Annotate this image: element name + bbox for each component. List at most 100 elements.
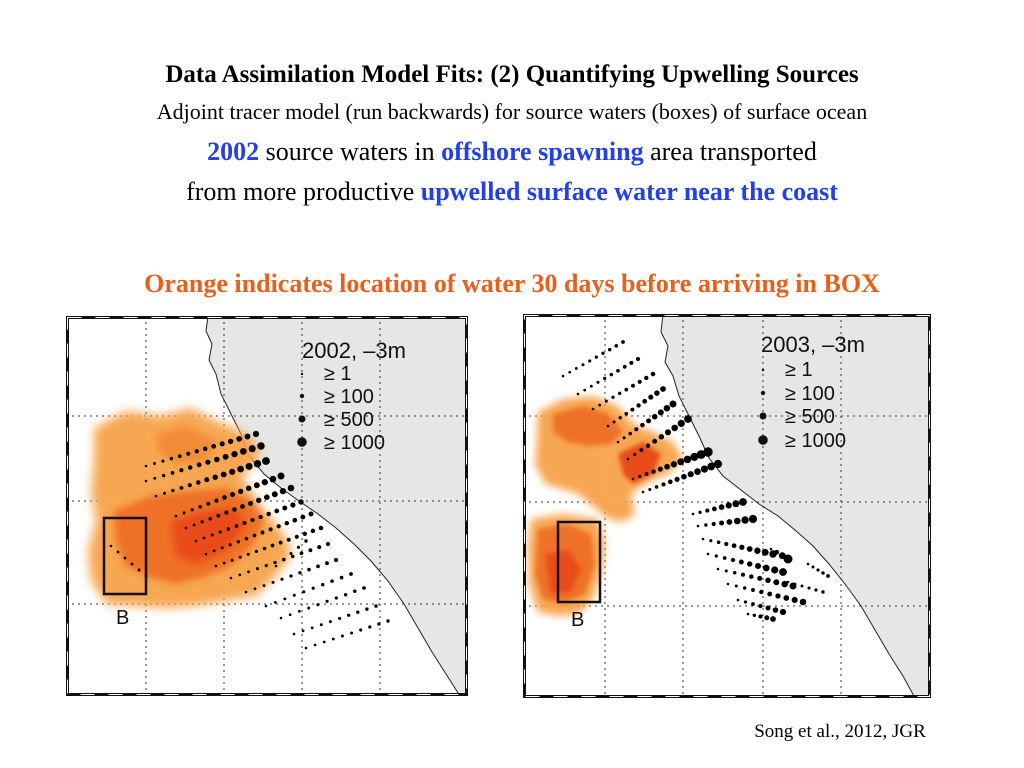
track-dot <box>349 572 353 576</box>
track-dot <box>282 505 288 511</box>
track-dot <box>765 577 771 584</box>
track-dot <box>202 536 206 540</box>
track-dot <box>304 539 308 543</box>
box-label-b: B <box>116 607 129 629</box>
track-dot <box>294 534 299 539</box>
track-dot <box>239 448 247 455</box>
legend-item: ≥ 1000 <box>324 432 385 454</box>
track-dot <box>770 616 776 622</box>
track-dot <box>624 411 629 416</box>
map-2003: B 2003, –3m ≥ 1 ≥ 100 ≥ 500 ≥ 1000 <box>523 314 931 698</box>
track-dot <box>154 494 158 498</box>
track-dot <box>603 376 607 381</box>
track-dot <box>292 632 296 636</box>
track-dot <box>742 586 747 590</box>
track-dot <box>628 431 632 436</box>
track-dot <box>612 420 616 424</box>
track-dot <box>289 574 293 578</box>
track-dot <box>284 520 290 526</box>
track-dot <box>691 512 695 516</box>
track-dot <box>631 477 635 481</box>
track-dot <box>222 561 226 565</box>
track-dot <box>229 468 236 475</box>
track-dot <box>374 604 378 608</box>
legend-2003: 2003, –3m ≥ 1 ≥ 100 ≥ 500 ≥ 1000 <box>758 332 865 452</box>
track-dot <box>310 528 316 534</box>
track-dot <box>212 549 216 553</box>
track-dot <box>617 391 622 396</box>
track-dot <box>356 610 360 614</box>
track-dot <box>640 422 645 428</box>
track-dot <box>642 398 648 404</box>
track-dot <box>238 573 242 577</box>
track-dot <box>386 619 390 623</box>
track-dot <box>644 472 649 477</box>
track-dot <box>759 589 764 595</box>
track-dot <box>222 495 227 500</box>
legend-title: 2003, –3m <box>761 332 865 357</box>
track-dot <box>683 455 692 464</box>
track-dot <box>616 368 620 373</box>
summary-line-2: from more productive upwelled surface wa… <box>0 176 1024 208</box>
track-dot <box>739 544 745 550</box>
track-dot <box>716 540 721 545</box>
slide-title: Data Assimilation Model Fits: (2) Quanti… <box>165 61 859 88</box>
track-dot <box>292 517 298 523</box>
track-dot <box>343 593 348 597</box>
legend-item: ≥ 1 <box>785 359 813 381</box>
track-dot <box>709 539 713 543</box>
track-dot <box>169 456 174 461</box>
track-dot <box>273 560 277 565</box>
track-dot <box>252 533 257 538</box>
track-dot <box>253 482 260 489</box>
track-dot <box>660 386 666 392</box>
track-dot <box>196 480 201 485</box>
summary-line-1: 2002 source waters in offshore spawning … <box>0 136 1024 168</box>
track-dot <box>263 494 270 501</box>
track-dot <box>244 590 248 594</box>
track-dot <box>187 465 193 470</box>
track-dot <box>262 546 267 551</box>
source-box-b <box>102 516 148 596</box>
track-dot <box>749 574 754 579</box>
track-dot <box>254 549 259 554</box>
track-dot <box>288 613 292 617</box>
track-dot <box>677 419 685 428</box>
track-dot <box>287 484 295 492</box>
track-dot <box>705 508 710 513</box>
track-dot <box>310 626 314 630</box>
track-dot <box>732 500 740 508</box>
track-dot <box>365 607 369 611</box>
track-dot <box>772 607 779 613</box>
track-dot <box>248 500 254 506</box>
track-dot <box>648 487 652 492</box>
track-dot <box>258 514 263 520</box>
track-dot <box>687 471 694 478</box>
track-dot <box>807 586 811 590</box>
track-dot <box>725 502 732 509</box>
track-dot <box>636 403 641 408</box>
track-dot <box>109 544 113 548</box>
track-dot <box>234 524 239 528</box>
track-dot <box>325 561 329 566</box>
summary-text-b: area transported <box>643 137 817 166</box>
map-2002: B 2002, –3m ≥ 1 ≥ 100 ≥ 500 ≥ 1000 <box>66 316 468 696</box>
track-dot <box>629 360 634 365</box>
track-dot <box>130 562 134 566</box>
track-dot <box>210 533 214 537</box>
track-dot <box>732 571 737 575</box>
track-dot <box>252 430 260 438</box>
track-dot <box>299 551 304 556</box>
track-dot <box>190 508 194 512</box>
track-dot <box>214 498 219 503</box>
track-dot <box>205 459 211 465</box>
track-dot <box>144 464 148 468</box>
track-dot <box>362 586 366 590</box>
track-dot <box>298 571 302 575</box>
track-dot <box>696 524 700 528</box>
track-dot <box>179 468 184 473</box>
track-dot <box>736 598 740 602</box>
track-dot <box>208 517 212 521</box>
track-dot <box>741 516 749 524</box>
track-dot <box>296 545 301 549</box>
